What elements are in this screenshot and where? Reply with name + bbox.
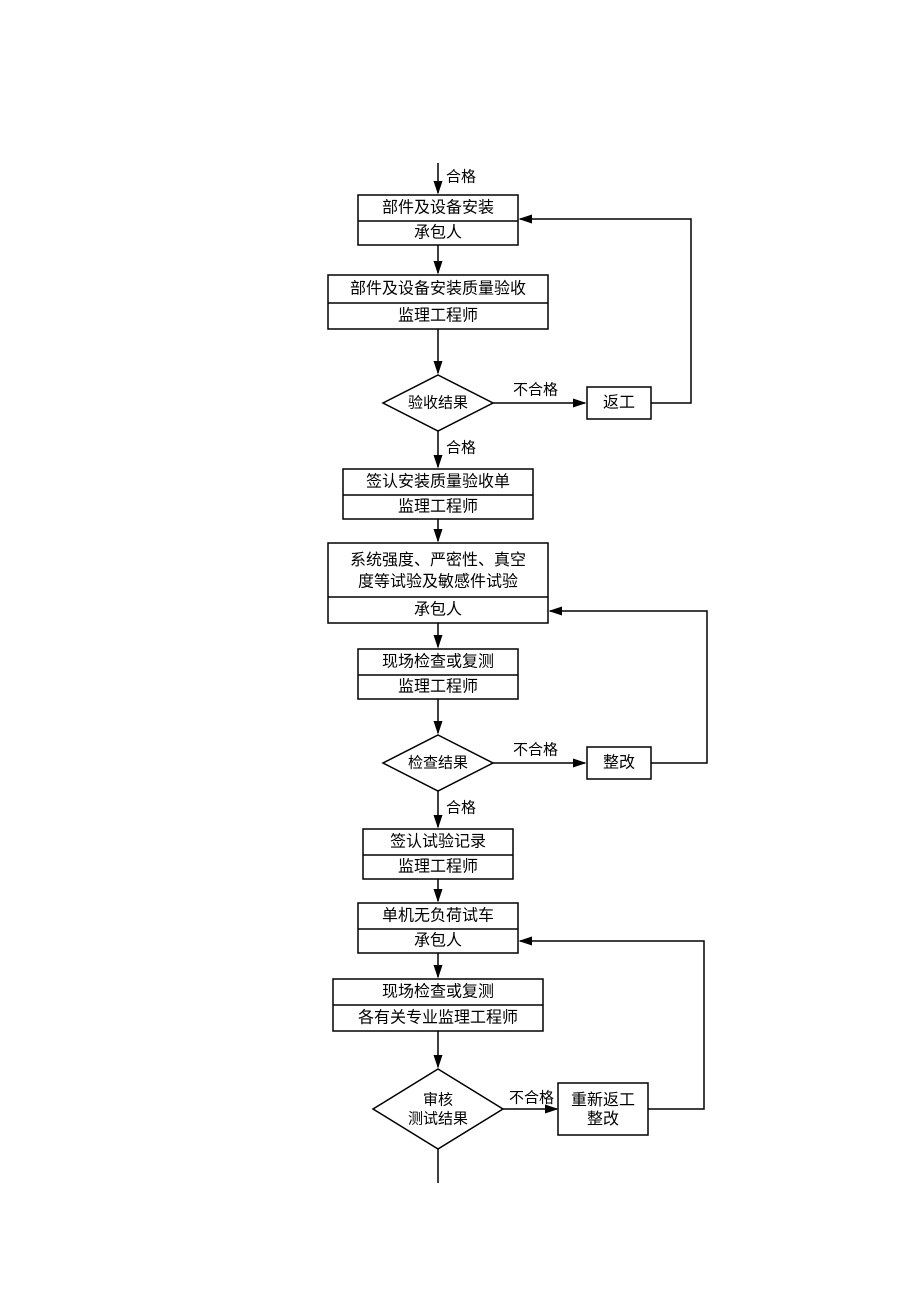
svg-text:返工: 返工 (603, 394, 635, 412)
label-pass-1: 合格 (446, 439, 476, 456)
svg-text:部件及设备安装: 部件及设备安装 (382, 199, 494, 217)
diamond-inspect-result: 验收结果 (383, 375, 493, 431)
svg-text:验收结果: 验收结果 (408, 394, 468, 411)
svg-text:监理工程师: 监理工程师 (398, 307, 478, 325)
svg-text:度等试验及敏感件试验: 度等试验及敏感件试验 (358, 573, 518, 591)
svg-text:监理工程师: 监理工程师 (398, 858, 478, 876)
label-fail-1: 不合格 (513, 381, 558, 398)
svg-text:承包人: 承包人 (414, 224, 462, 242)
svg-text:监理工程师: 监理工程师 (398, 498, 478, 516)
box-sign-install: 签认安装质量验收单监理工程师 (343, 469, 533, 519)
svg-text:审核: 审核 (423, 1091, 453, 1108)
svg-text:监理工程师: 监理工程师 (398, 678, 478, 696)
svg-text:系统强度、严密性、真空: 系统强度、严密性、真空 (350, 551, 526, 569)
svg-text:检查结果: 检查结果 (408, 754, 468, 771)
svg-text:签认安装质量验收单: 签认安装质量验收单 (366, 473, 510, 491)
diamond-check-result: 检查结果 (383, 735, 493, 791)
svg-text:现场检查或复测: 现场检查或复测 (382, 653, 494, 671)
box-rectify: 整改 (587, 747, 651, 779)
svg-text:整改: 整改 (587, 1110, 619, 1128)
box-field-check-2: 现场检查或复测各有关专业监理工程师 (333, 979, 543, 1031)
svg-text:整改: 整改 (603, 754, 635, 772)
svg-text:承包人: 承包人 (414, 601, 462, 619)
svg-text:签认试验记录: 签认试验记录 (390, 833, 486, 851)
arrow-r3-back (520, 941, 704, 1109)
box-system-test: 系统强度、严密性、真空度等试验及敏感件试验承包人 (328, 543, 548, 623)
box-install-inspect: 部件及设备安装质量验收监理工程师 (328, 275, 548, 329)
svg-text:重新返工: 重新返工 (571, 1091, 635, 1109)
label-fail-2: 不合格 (513, 741, 558, 758)
box-sign-test: 签认试验记录监理工程师 (363, 829, 513, 879)
arrow-r2-back (550, 611, 707, 763)
box-rework-2: 重新返工整改 (558, 1083, 648, 1135)
label-pass-entry: 合格 (446, 168, 476, 185)
diamond-audit-result: 审核测试结果 (373, 1069, 503, 1149)
arrow-r1-back (520, 219, 691, 403)
svg-text:测试结果: 测试结果 (408, 1110, 468, 1127)
box-install: 部件及设备安装承包人 (358, 195, 518, 245)
svg-text:承包人: 承包人 (414, 932, 462, 950)
svg-text:单机无负荷试车: 单机无负荷试车 (382, 907, 494, 925)
box-field-check-1: 现场检查或复测监理工程师 (358, 649, 518, 699)
box-noload-test: 单机无负荷试车承包人 (358, 903, 518, 953)
label-fail-3: 不合格 (509, 1089, 554, 1106)
svg-text:各有关专业监理工程师: 各有关专业监理工程师 (358, 1009, 518, 1027)
label-pass-2: 合格 (446, 799, 476, 816)
box-rework-1: 返工 (587, 387, 651, 419)
svg-text:部件及设备安装质量验收: 部件及设备安装质量验收 (350, 280, 526, 298)
svg-text:现场检查或复测: 现场检查或复测 (382, 983, 494, 1001)
